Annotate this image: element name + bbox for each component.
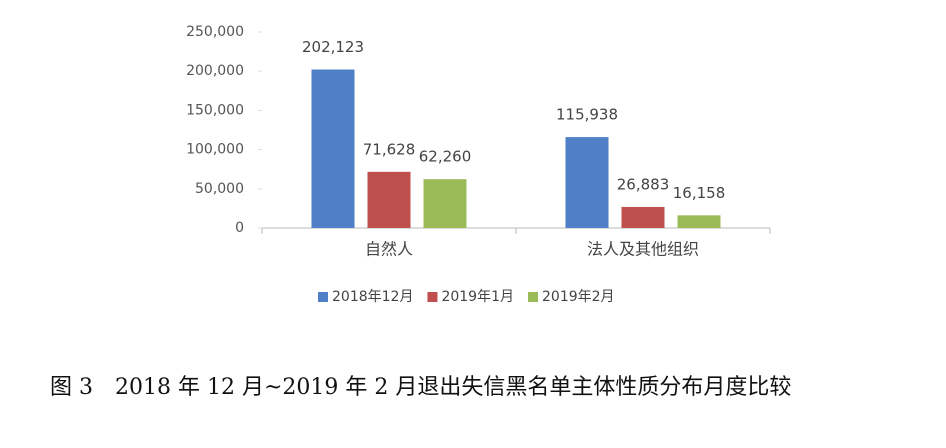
value-label: 62,260 [419,148,472,166]
y-tick-label: 50,000 [195,181,244,197]
bar [311,69,355,228]
bar [677,215,721,228]
y-tick-label: 150,000 [186,102,244,118]
x-tick-label: 法人及其他组织 [587,240,699,259]
legend-label: 2019年1月 [441,289,514,305]
legend-label: 2019年2月 [542,289,615,305]
legend-swatch [318,292,328,302]
value-label: 202,123 [302,38,364,56]
y-tick-label: 0 [235,220,244,236]
y-tick-label: 200,000 [186,63,244,79]
caption: 图 3 2018 年 12 月~2019 年 2 月退出失信黑名单主体性质分布月… [50,375,791,400]
bar [565,137,609,228]
bar [423,179,467,228]
bar [367,171,411,228]
value-label: 115,938 [556,106,618,124]
bar [621,206,665,228]
legend-swatch [427,292,438,302]
y-tick-label: 250,000 [186,24,244,40]
value-label: 16,158 [673,184,726,202]
y-tick-label: 100,000 [186,142,244,158]
x-tick-label: 自然人 [365,240,413,259]
legend-label: 2018年12月 [332,289,413,305]
value-label: 26,883 [617,175,670,193]
legend-swatch [528,292,538,302]
value-label: 71,628 [363,140,416,158]
